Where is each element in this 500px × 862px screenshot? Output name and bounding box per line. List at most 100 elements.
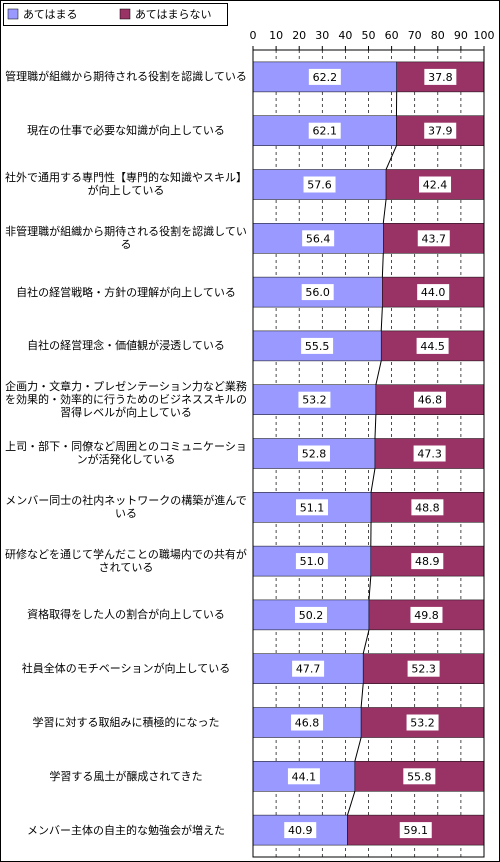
value-label-box <box>403 768 436 785</box>
value-label: 49.8 <box>414 609 439 622</box>
series-line <box>374 414 377 439</box>
value-label: 52.8 <box>302 448 327 461</box>
y-tick-label: 資格取得をした人の割合が向上している <box>27 608 225 622</box>
value-label-box <box>301 284 334 301</box>
y-tick-label: 社員全体のモチベーションが向上している <box>21 662 231 676</box>
value-label-box <box>413 391 446 408</box>
y-tick-label: 現在の仕事で必要な知識が向上している <box>27 124 225 138</box>
value-label-box <box>417 230 450 247</box>
x-tick-label: 20 <box>292 29 306 42</box>
legend-label: あてはまる <box>23 8 78 21</box>
value-label: 52.3 <box>411 663 436 676</box>
x-tick-label: 60 <box>385 29 399 42</box>
value-label: 37.9 <box>428 125 453 138</box>
value-label-box <box>417 284 450 301</box>
legend-box <box>3 3 228 26</box>
series-line <box>370 468 376 493</box>
y-tick-label: 自社の経営戦略・方針の理解が向上している <box>16 285 236 299</box>
y-tick-label: 学習に対する取組みに積極的になった <box>32 715 220 729</box>
x-tick-label: 70 <box>408 29 422 42</box>
value-label-box <box>407 660 440 677</box>
value-label-box <box>298 391 331 408</box>
value-label: 42.4 <box>423 179 448 192</box>
y-tick-label: 社外で通用する専門性【専門的な知識やスキル】が向上している <box>5 171 247 198</box>
x-tick-label: 80 <box>431 29 445 42</box>
series-line <box>360 683 364 708</box>
legend-swatch <box>119 8 131 20</box>
x-tick-label: 30 <box>315 29 329 42</box>
value-label: 62.1 <box>312 125 337 138</box>
series-line <box>362 629 370 654</box>
value-label: 46.8 <box>295 717 320 730</box>
series-line <box>385 145 397 170</box>
y-tick-label: 企画力・文章力・プレゼンテーション力など業務を効果的・効率的に行うためのビジネス… <box>5 380 247 420</box>
series-line <box>347 791 356 816</box>
x-tick-label: 0 <box>250 29 257 42</box>
value-label: 44.0 <box>421 286 446 299</box>
x-tick-label: 90 <box>454 29 468 42</box>
value-label: 53.2 <box>410 717 435 730</box>
y-tick-label: 自社の経営理念・価値観が浸透している <box>27 339 225 353</box>
value-label: 46.8 <box>418 394 443 407</box>
y-tick-label: 研修などを通じて学んだことの職場内での共有がされている <box>5 548 247 575</box>
y-tick-label: 非管理職が組織から期待される役割を認識している <box>5 225 247 252</box>
value-label-box <box>287 768 320 785</box>
value-label-box <box>301 337 334 354</box>
value-label: 47.3 <box>417 448 442 461</box>
series-line <box>381 253 384 278</box>
value-label: 44.5 <box>420 340 445 353</box>
y-tick-label: メンバー同士の社内ネットワークの構築が進んでいる <box>5 494 247 521</box>
value-label: 56.0 <box>305 286 330 299</box>
value-label-box <box>399 822 432 839</box>
value-label-box <box>411 499 444 516</box>
x-tick-label: 100 <box>474 29 495 42</box>
value-label: 59.1 <box>403 824 428 837</box>
value-label-box <box>410 606 443 623</box>
value-label-box <box>413 445 446 462</box>
value-label: 57.6 <box>307 179 332 192</box>
value-label: 51.0 <box>300 555 325 568</box>
value-label: 55.5 <box>305 340 330 353</box>
y-tick-label: 上司・部下・同僚など周囲とのコミュニケーションが活発化している <box>5 440 247 467</box>
x-tick-label: 40 <box>338 29 352 42</box>
value-label-box <box>419 176 452 193</box>
value-label: 56.4 <box>306 232 331 245</box>
x-tick-label: 50 <box>362 29 376 42</box>
series-line <box>368 576 372 600</box>
y-tick-label: 学習する風土が醸成されてきた <box>49 769 203 783</box>
value-label: 51.1 <box>300 501 325 514</box>
series-line <box>354 737 362 762</box>
value-label-box <box>406 714 439 731</box>
value-label-box <box>295 553 328 570</box>
value-label: 48.9 <box>415 555 440 568</box>
value-label-box <box>297 445 330 462</box>
value-label: 53.2 <box>302 394 327 407</box>
value-label-box <box>303 176 336 193</box>
value-label: 40.9 <box>288 824 313 837</box>
value-label-box <box>302 230 335 247</box>
series-line <box>380 307 383 331</box>
value-label-box <box>294 606 327 623</box>
value-label-box <box>292 660 325 677</box>
value-label: 55.8 <box>407 770 432 783</box>
value-label-box <box>416 337 449 354</box>
value-label-box <box>424 122 457 139</box>
value-label-box <box>308 68 341 85</box>
legend-swatch <box>7 8 19 20</box>
plot-border <box>252 49 485 858</box>
series-line <box>382 199 387 224</box>
value-label: 43.7 <box>422 232 447 245</box>
y-tick-label: 管理職が組織から期待される役割を認識している <box>5 70 247 84</box>
value-label-box <box>291 714 324 731</box>
series-line <box>375 360 382 385</box>
value-label: 37.8 <box>428 71 453 84</box>
x-tick-label: 10 <box>269 29 283 42</box>
legend-label: あてはまらない <box>135 8 212 21</box>
y-tick-label: メンバー主体の自主的な勉強会が増えた <box>27 823 225 837</box>
value-label: 48.8 <box>415 501 440 514</box>
value-label: 47.7 <box>296 663 321 676</box>
value-label-box <box>308 122 341 139</box>
value-label-box <box>424 68 457 85</box>
